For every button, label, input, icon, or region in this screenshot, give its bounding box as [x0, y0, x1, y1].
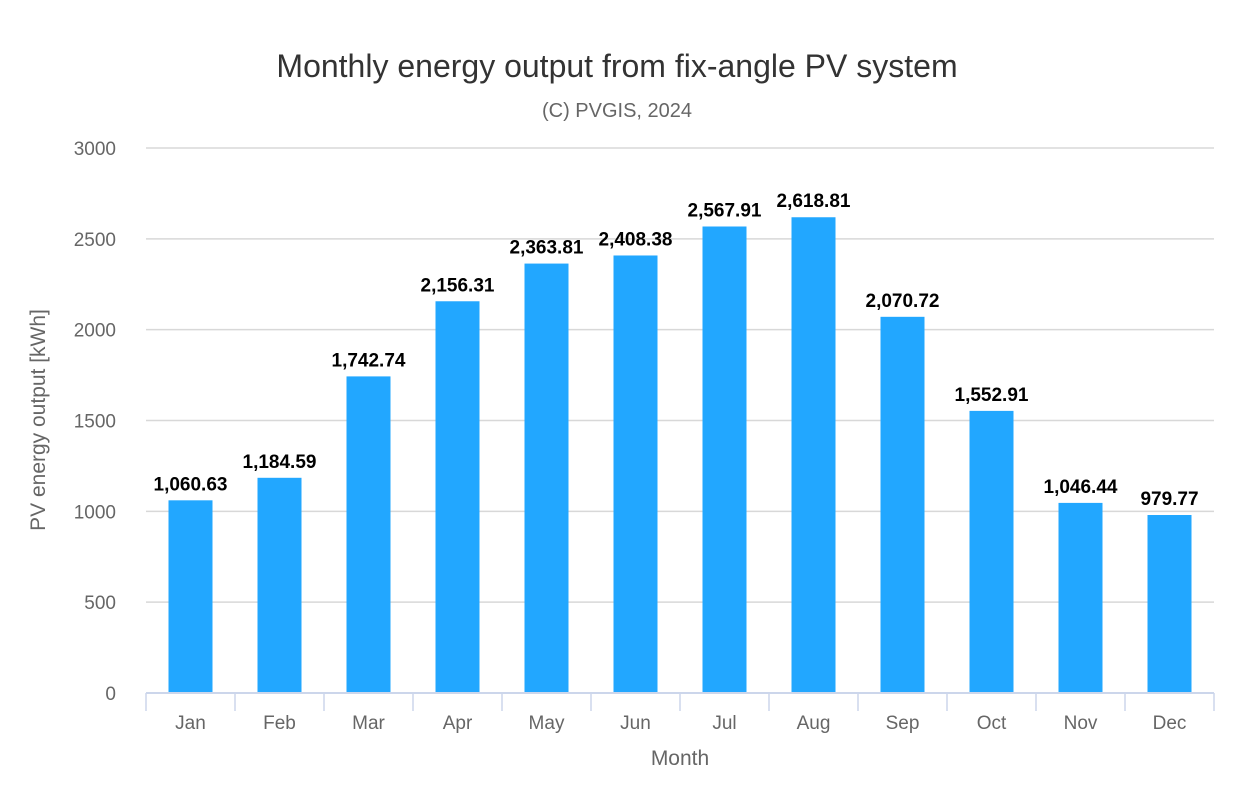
data-label: 1,046.44 — [1044, 477, 1118, 498]
bars — [168, 217, 1192, 694]
bar-nov[interactable] — [1058, 502, 1103, 693]
data-label: 979.77 — [1140, 489, 1198, 510]
x-tick-label: Dec — [1153, 713, 1187, 734]
bar-apr[interactable] — [435, 301, 480, 693]
bar-feb[interactable] — [257, 477, 302, 693]
chart-title: Monthly energy output from fix-angle PV … — [276, 48, 957, 84]
y-tick-label: 0 — [105, 684, 116, 705]
data-label: 2,567.91 — [688, 200, 762, 221]
data-label: 1,552.91 — [955, 385, 1029, 406]
y-tick-label: 1000 — [74, 502, 116, 523]
bar-sep[interactable] — [880, 316, 925, 693]
y-axis-ticks: 0 500 1000 1500 2000 2500 3000 — [74, 139, 116, 705]
chart-subtitle: (C) PVGIS, 2024 — [542, 100, 692, 122]
y-tick-label: 2500 — [74, 230, 116, 251]
x-tick-label: Feb — [263, 713, 296, 734]
bar-jul[interactable] — [702, 226, 747, 694]
x-axis-label: Month — [651, 747, 709, 770]
bar-jun[interactable] — [613, 255, 658, 693]
x-axis: Jan Feb Mar Apr May Jun Jul Aug Sep Oct Nov Dec — [145, 692, 1215, 734]
y-tick-label: 3000 — [74, 139, 116, 160]
y-tick-label: 2000 — [74, 321, 116, 342]
data-label: 2,070.72 — [866, 291, 940, 312]
x-tick-label: Jun — [620, 713, 651, 734]
data-labels: 1,060.63 1,184.59 1,742.74 2,156.31 2,363.81… — [154, 191, 1199, 510]
y-tick-label: 500 — [84, 593, 116, 614]
bar-dec[interactable] — [1147, 515, 1192, 693]
data-label: 1,742.74 — [332, 350, 406, 371]
x-tick-label: Oct — [977, 713, 1007, 734]
y-axis-label: PV energy output [kWh] — [27, 309, 50, 531]
bar-oct[interactable] — [969, 410, 1014, 693]
x-tick-label: Sep — [886, 713, 920, 734]
data-label: 1,184.59 — [243, 452, 317, 473]
x-tick-label: May — [529, 713, 565, 734]
data-label: 2,156.31 — [421, 275, 495, 296]
data-label: 1,060.63 — [154, 474, 228, 495]
x-tick-label: Jul — [712, 713, 736, 734]
bar-may[interactable] — [524, 263, 569, 693]
x-tick-label: Apr — [443, 713, 473, 734]
y-tick-label: 1500 — [74, 412, 116, 433]
data-label: 2,408.38 — [599, 229, 673, 250]
gridlines — [146, 147, 1214, 603]
bar-jan[interactable] — [168, 500, 213, 693]
x-tick-label: Aug — [797, 713, 831, 734]
bar-aug[interactable] — [791, 217, 836, 693]
bar-mar[interactable] — [346, 376, 391, 693]
x-tick-label: Nov — [1064, 713, 1098, 734]
data-label: 2,363.81 — [510, 238, 584, 259]
x-tick-label: Jan — [175, 713, 206, 734]
x-tick-label: Mar — [352, 713, 385, 734]
data-label: 2,618.81 — [777, 191, 851, 212]
